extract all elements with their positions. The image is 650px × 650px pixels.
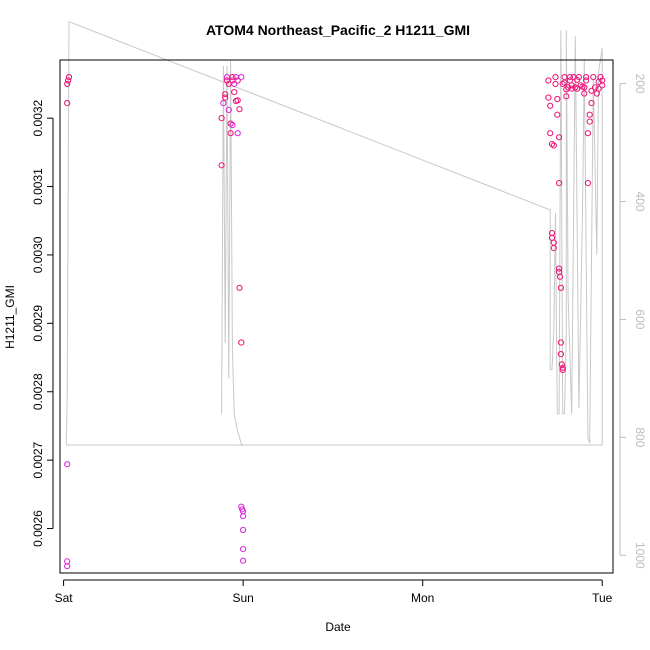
data-point (557, 351, 565, 358)
data-point (64, 558, 71, 565)
data-point (581, 84, 588, 91)
data-point (240, 526, 247, 534)
data-point (550, 245, 557, 252)
data-point (547, 102, 554, 109)
data-point (229, 74, 236, 81)
y-tick-label: 0.0028 (31, 373, 45, 410)
y2-tick-label: 600 (633, 309, 647, 329)
data-point (222, 94, 229, 101)
data-point (231, 80, 238, 88)
data-point (218, 115, 225, 122)
data-point (556, 134, 563, 141)
data-point (557, 284, 565, 291)
data-point (591, 84, 599, 91)
data-point (558, 361, 565, 368)
data-point (240, 513, 247, 520)
data-point (64, 461, 71, 468)
y-tick-label: 0.0031 (31, 168, 45, 205)
data-point (234, 130, 241, 137)
x-tick-label: Sun (232, 591, 253, 605)
data-point (584, 130, 592, 137)
plot-frame (59, 59, 614, 574)
data-point (240, 546, 247, 553)
x-axis: Sat Sun Mon Tue (55, 579, 613, 605)
y-axis-right: 200 400 600 800 1000 (619, 74, 647, 569)
data-point (554, 111, 561, 118)
data-point (556, 273, 564, 280)
data-point (234, 77, 241, 84)
data-point (236, 284, 243, 291)
data-point (563, 93, 570, 100)
data-point (586, 118, 593, 125)
data-point (559, 364, 566, 371)
data-point (236, 106, 243, 113)
altitude-line-sun (221, 59, 244, 445)
data-point (238, 339, 245, 346)
data-point (595, 85, 602, 92)
data-point (583, 74, 590, 81)
data-point (218, 162, 225, 169)
data-point (227, 120, 234, 127)
data-point (64, 80, 71, 88)
y2-tick-label: 400 (633, 192, 647, 212)
y-tick-label: 0.0027 (31, 441, 45, 478)
data-point (547, 130, 554, 137)
data-point (234, 97, 241, 104)
y2-tick-label: 1000 (633, 542, 647, 569)
data-point (545, 77, 552, 84)
data-point (220, 100, 227, 107)
data-point (556, 265, 563, 272)
data-point (584, 180, 592, 187)
altitude-line (65, 20, 603, 446)
data-point (561, 79, 568, 86)
data-point (65, 77, 72, 84)
data-point (240, 557, 247, 564)
data-point (222, 91, 229, 98)
data-point (554, 95, 561, 103)
data-point (599, 77, 606, 84)
data-point (581, 90, 588, 97)
data-point (548, 141, 556, 148)
x-tick-label: Mon (411, 591, 434, 605)
data-point (556, 268, 563, 276)
data-point (227, 130, 234, 137)
data-point (559, 366, 566, 373)
plot-area (64, 20, 606, 570)
y2-tick-label: 200 (633, 74, 647, 94)
data-point (552, 80, 559, 88)
x-tick-label: Tue (592, 591, 613, 605)
y-tick-label: 0.0030 (31, 236, 45, 273)
y-tick-label: 0.0029 (31, 305, 45, 342)
data-point (556, 180, 563, 187)
data-point (574, 85, 581, 92)
data-point (590, 74, 597, 81)
data-point (583, 77, 590, 84)
data-point (231, 89, 238, 96)
data-point (64, 100, 71, 107)
data-point (557, 339, 565, 346)
data-point (575, 74, 583, 81)
data-point (225, 106, 232, 114)
data-point (552, 74, 559, 81)
data-point (588, 87, 595, 94)
data-point (586, 111, 593, 118)
y-axis-label: H1211_GMI (3, 285, 17, 349)
data-point (597, 74, 604, 81)
data-point (588, 100, 595, 107)
y-tick-label: 0.0032 (31, 99, 45, 136)
y-tick-label: 0.0026 (31, 510, 45, 547)
data-point (229, 121, 236, 129)
data-point (65, 74, 73, 81)
x-tick-label: Sat (55, 591, 74, 605)
y-axis-left: 0.0026 0.0027 0.0028 0.0029 0.0030 0.0031 0.00… (31, 99, 54, 547)
y2-tick-label: 800 (633, 427, 647, 447)
chart-title: ATOM4 Northeast_Pacific_2 H1211_GMI (206, 22, 470, 38)
data-point (550, 142, 557, 149)
data-point (238, 74, 245, 81)
data-point (545, 94, 552, 101)
x-axis-label: Date (325, 620, 351, 634)
data-point (566, 74, 574, 81)
